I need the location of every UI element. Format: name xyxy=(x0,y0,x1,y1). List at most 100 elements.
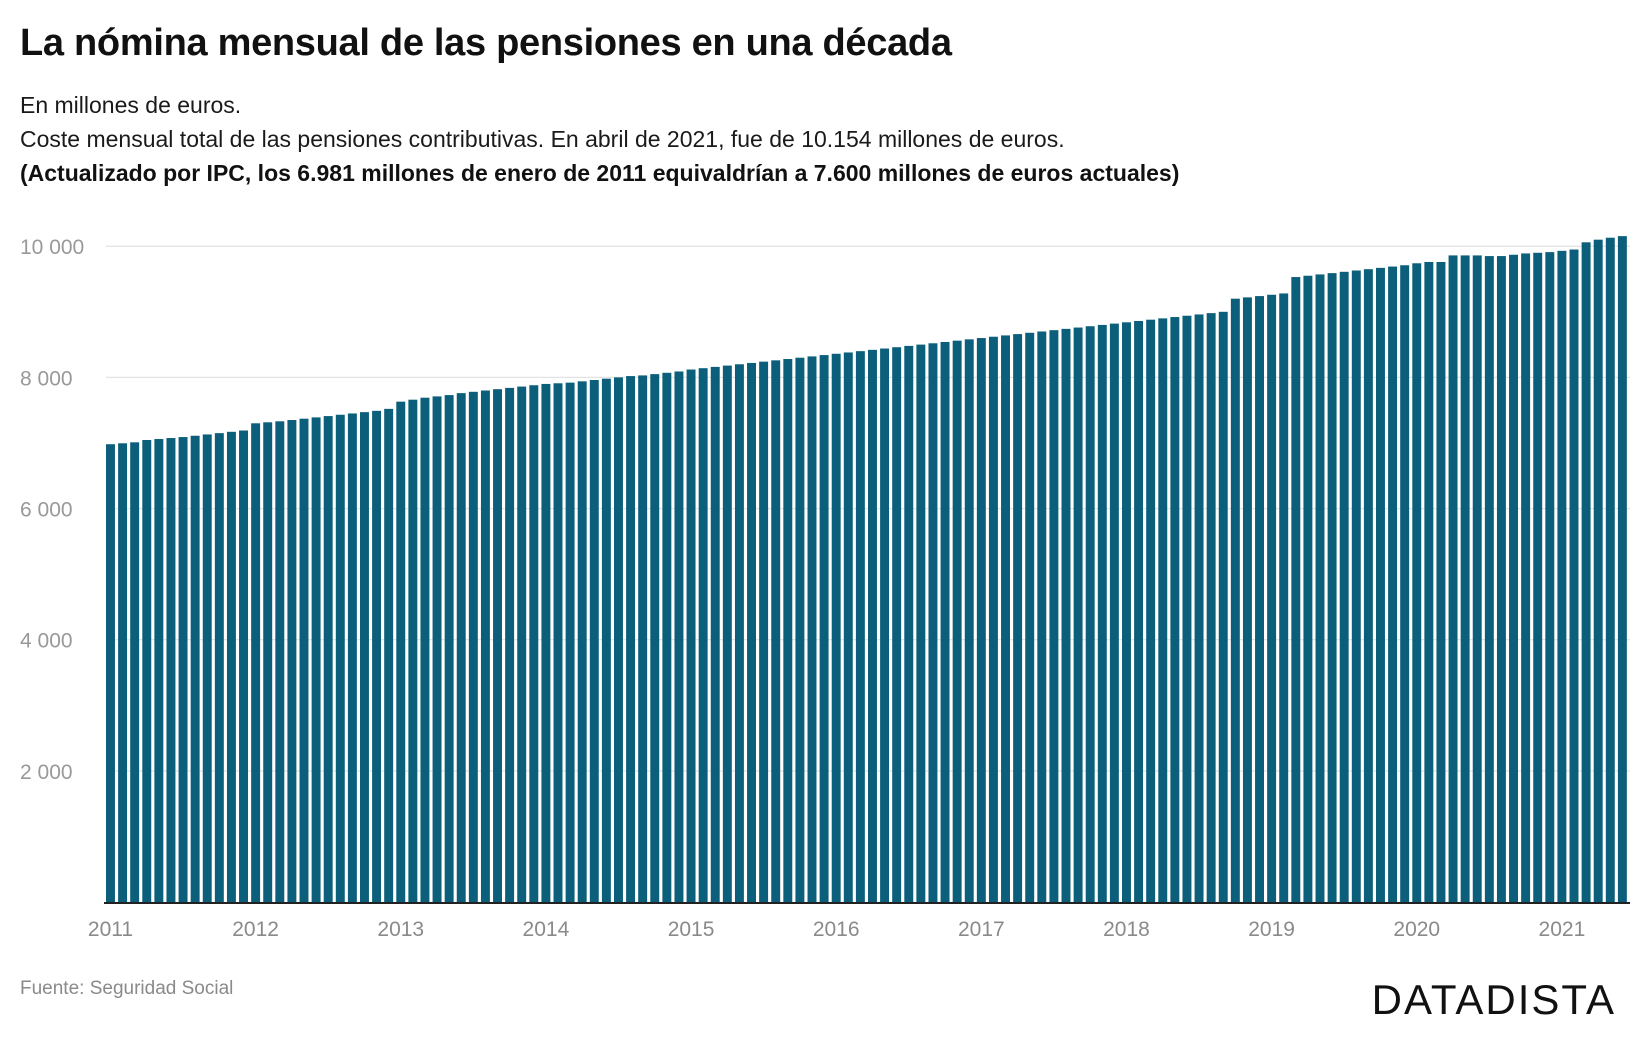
bar-85[interactable] xyxy=(1134,320,1144,902)
bar-64[interactable] xyxy=(880,348,890,902)
bar-108[interactable] xyxy=(1412,263,1422,902)
bar-36[interactable] xyxy=(541,383,551,902)
bar-27[interactable] xyxy=(432,396,442,902)
bar-86[interactable] xyxy=(1146,319,1156,902)
bar-20[interactable] xyxy=(347,413,357,902)
bar-28[interactable] xyxy=(444,395,454,902)
bar-31[interactable] xyxy=(480,390,490,903)
bar-71[interactable] xyxy=(964,339,974,903)
bar-106[interactable] xyxy=(1388,266,1398,902)
bar-80[interactable] xyxy=(1073,327,1083,902)
bar-49[interactable] xyxy=(698,368,708,902)
bar-69[interactable] xyxy=(940,341,950,903)
bar-18[interactable] xyxy=(323,416,333,902)
bar-63[interactable] xyxy=(868,349,877,903)
bar-104[interactable] xyxy=(1363,269,1373,902)
bar-21[interactable] xyxy=(360,412,369,902)
bar-102[interactable] xyxy=(1339,271,1349,902)
bar-87[interactable] xyxy=(1158,318,1168,902)
bar-91[interactable] xyxy=(1206,313,1216,902)
bar-53[interactable] xyxy=(747,362,756,903)
datadista-logo[interactable]: DATADISTA xyxy=(1371,976,1616,1023)
bar-17[interactable] xyxy=(311,417,321,902)
bar-115[interactable] xyxy=(1496,256,1506,902)
bar-78[interactable] xyxy=(1049,330,1059,902)
bar-34[interactable] xyxy=(517,386,527,902)
bar-23[interactable] xyxy=(384,408,394,902)
bar-116[interactable] xyxy=(1509,254,1518,902)
bar-62[interactable] xyxy=(855,351,865,902)
bar-45[interactable] xyxy=(650,374,660,902)
bar-99[interactable] xyxy=(1303,275,1313,902)
bar-22[interactable] xyxy=(372,410,382,902)
bar-25[interactable] xyxy=(408,399,418,902)
bar-5[interactable] xyxy=(166,438,176,902)
bar-124[interactable] xyxy=(1605,237,1615,902)
bar-4[interactable] xyxy=(154,439,164,902)
bar-14[interactable] xyxy=(275,421,285,902)
bar-88[interactable] xyxy=(1170,317,1180,902)
bar-113[interactable] xyxy=(1472,255,1482,902)
bar-11[interactable] xyxy=(239,430,248,903)
bar-60[interactable] xyxy=(831,353,841,902)
bar-30[interactable] xyxy=(468,391,478,902)
bar-95[interactable] xyxy=(1255,296,1264,902)
bar-73[interactable] xyxy=(988,336,998,903)
bar-48[interactable] xyxy=(686,369,696,902)
bar-44[interactable] xyxy=(638,375,648,902)
bar-79[interactable] xyxy=(1061,328,1071,902)
bar-82[interactable] xyxy=(1097,324,1107,902)
bar-66[interactable] xyxy=(904,345,914,902)
bar-10[interactable] xyxy=(226,431,236,902)
bar-16[interactable] xyxy=(299,418,309,902)
bar-94[interactable] xyxy=(1242,297,1252,902)
bar-19[interactable] xyxy=(335,414,345,902)
bar-72[interactable] xyxy=(976,338,986,902)
bar-41[interactable] xyxy=(601,378,611,902)
bar-107[interactable] xyxy=(1400,265,1410,902)
bar-98[interactable] xyxy=(1291,277,1301,902)
bar-55[interactable] xyxy=(771,360,781,903)
bar-56[interactable] xyxy=(783,359,793,902)
bar-61[interactable] xyxy=(843,352,853,903)
bar-100[interactable] xyxy=(1315,274,1325,902)
bar-117[interactable] xyxy=(1521,253,1531,902)
bar-37[interactable] xyxy=(553,383,563,902)
bar-42[interactable] xyxy=(614,377,623,902)
bar-51[interactable] xyxy=(722,365,732,903)
bar-125[interactable] xyxy=(1617,236,1627,902)
bar-1[interactable] xyxy=(118,443,128,902)
bar-52[interactable] xyxy=(734,364,744,902)
bar-84[interactable] xyxy=(1122,322,1131,902)
bar-92[interactable] xyxy=(1218,311,1228,902)
bar-96[interactable] xyxy=(1267,294,1277,902)
bar-24[interactable] xyxy=(396,401,406,902)
bar-32[interactable] xyxy=(493,389,502,902)
bar-101[interactable] xyxy=(1327,273,1337,902)
bar-29[interactable] xyxy=(456,393,466,902)
bar-90[interactable] xyxy=(1194,314,1204,902)
bar-26[interactable] xyxy=(420,397,430,902)
bar-70[interactable] xyxy=(952,340,962,902)
bar-120[interactable] xyxy=(1557,250,1567,902)
bar-9[interactable] xyxy=(214,433,224,903)
bar-39[interactable] xyxy=(577,381,587,902)
bar-65[interactable] xyxy=(892,347,902,903)
bar-97[interactable] xyxy=(1279,293,1289,902)
bar-77[interactable] xyxy=(1037,331,1047,903)
bar-3[interactable] xyxy=(142,440,152,902)
bar-7[interactable] xyxy=(190,435,200,902)
bar-114[interactable] xyxy=(1484,256,1494,902)
bar-13[interactable] xyxy=(263,422,273,902)
bar-103[interactable] xyxy=(1351,270,1361,902)
bar-93[interactable] xyxy=(1230,298,1240,902)
bar-111[interactable] xyxy=(1448,255,1458,902)
bar-6[interactable] xyxy=(178,437,188,902)
bar-33[interactable] xyxy=(505,387,515,902)
bar-54[interactable] xyxy=(759,361,769,902)
bar-123[interactable] xyxy=(1593,239,1603,903)
bar-35[interactable] xyxy=(529,385,539,902)
bar-112[interactable] xyxy=(1460,255,1470,902)
bar-40[interactable] xyxy=(589,380,599,902)
bar-46[interactable] xyxy=(662,372,672,902)
